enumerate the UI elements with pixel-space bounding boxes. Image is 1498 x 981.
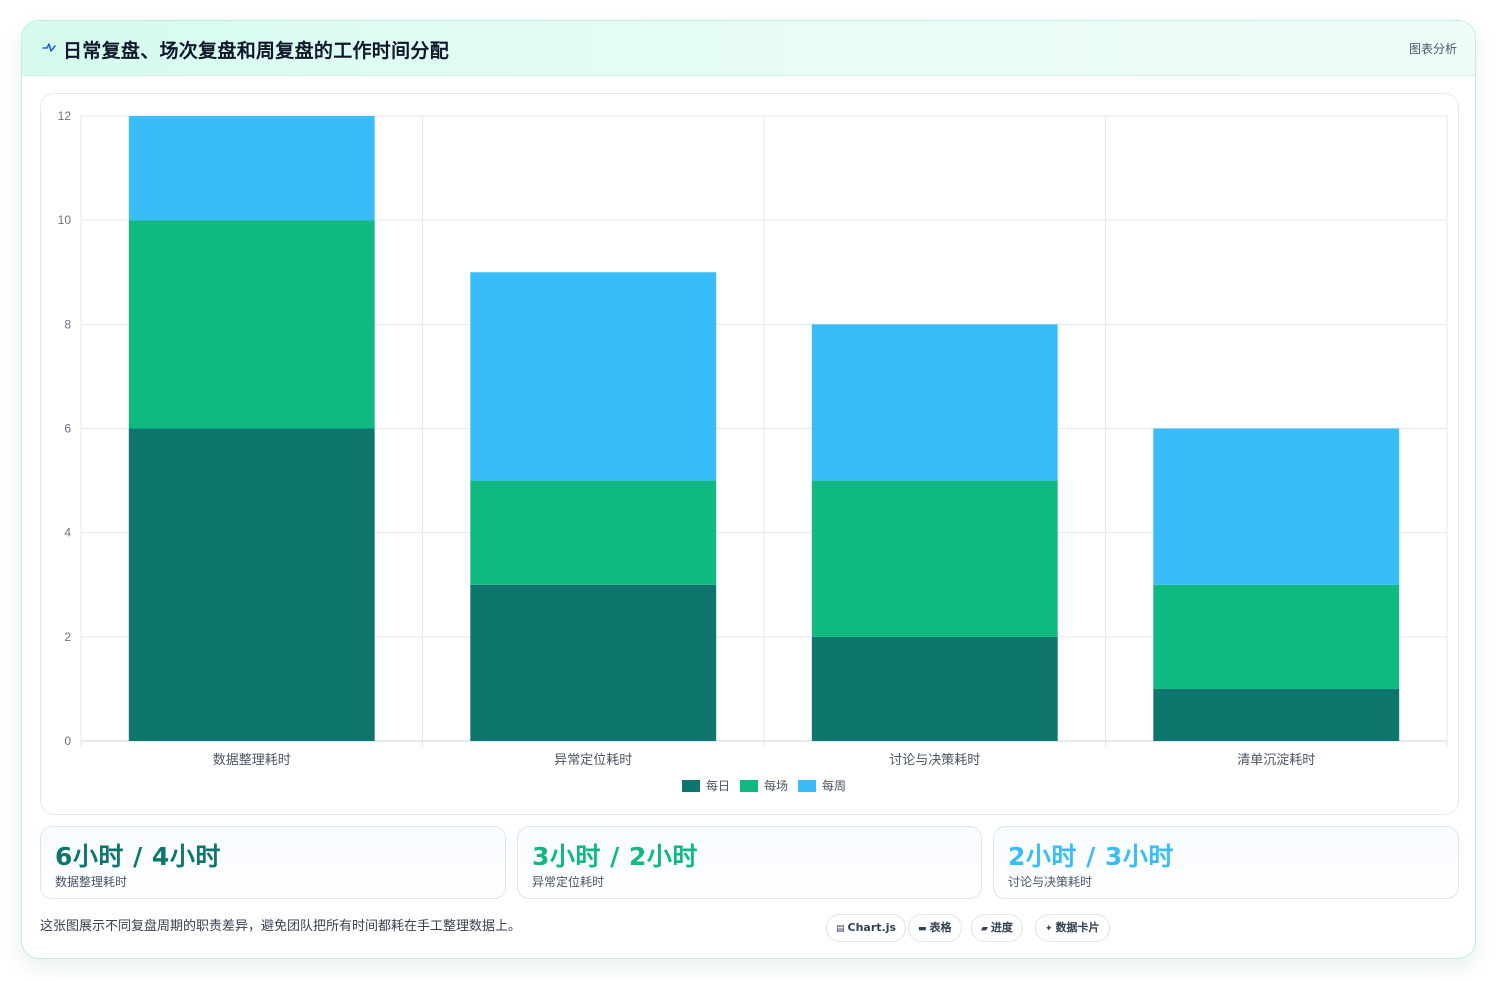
card-header: 日常复盘、场次复盘和周复盘的工作时间分配 图表分析 — [22, 21, 1475, 76]
legend-label: 每周 — [822, 778, 846, 793]
stat-label: 讨论与决策耗时 — [1008, 875, 1093, 889]
stat-value: 2小时 / 3小时 — [1008, 842, 1174, 871]
stat-value: 6小时 / 4小时 — [55, 842, 221, 871]
chart-tag: 图表分析 — [1408, 42, 1457, 56]
legend-label: 每日 — [706, 778, 730, 793]
sparkle-icon: ✦ — [1045, 924, 1053, 934]
bar-segment — [470, 480, 717, 585]
pill-label: 数据卡片 — [1055, 921, 1100, 934]
stat-label: 异常定位耗时 — [532, 875, 605, 889]
x-tick-label: 讨论与决策耗时 — [889, 752, 980, 768]
chart-card: 日常复盘、场次复盘和周复盘的工作时间分配 图表分析 0 2 4 6 8 10 12 数据整理耗… — [21, 20, 1476, 959]
stat-value: 3小时 / 2小时 — [532, 842, 698, 871]
footer-note: 这张图展示不同复盘周期的职责差异，避免团队把所有时间都耗在手工整理数据上。 — [40, 919, 522, 934]
y-tick-label: 2 — [64, 630, 71, 644]
pill-table[interactable]: ▬ 表格 — [908, 914, 962, 942]
bar-segment — [128, 428, 375, 741]
chart-title: 日常复盘、场次复盘和周复盘的工作时间分配 — [63, 40, 450, 62]
stat-card-discussion: 2小时 / 3小时 讨论与决策耗时 — [993, 826, 1459, 899]
chart-icon: ▤ — [836, 924, 845, 934]
pill-label: Chart.js — [847, 921, 897, 934]
y-tick-label: 6 — [64, 422, 71, 436]
pill-data-card[interactable]: ✦ 数据卡片 — [1035, 914, 1110, 942]
pill-label: 进度 — [990, 921, 1013, 934]
y-tick-label: 4 — [64, 526, 71, 540]
legend-label: 每场 — [764, 778, 788, 793]
progress-icon: ▰ — [981, 924, 988, 934]
bar-segment — [470, 272, 717, 481]
chart-area: 0 2 4 6 8 10 12 数据整理耗时 异常定位耗时 讨论与决策耗时 清单沉淀耗时每日 每场 每周 — [40, 93, 1459, 815]
legend-swatch — [740, 780, 758, 792]
y-tick-label: 0 — [64, 734, 71, 748]
bar-segment — [1153, 428, 1400, 585]
legend-swatch — [798, 780, 816, 792]
x-tick-label: 数据整理耗时 — [213, 753, 291, 768]
y-tick-label: 8 — [64, 317, 71, 331]
x-tick-label: 异常定位耗时 — [554, 753, 632, 768]
y-tick-label: 10 — [58, 213, 72, 227]
pill-chartjs[interactable]: ▤ Chart.js — [826, 914, 907, 942]
stat-card-anomaly: 3小时 / 2小时 异常定位耗时 — [517, 826, 982, 899]
pill-label: 表格 — [929, 921, 952, 934]
bar-segment — [1153, 584, 1400, 689]
pill-progress[interactable]: ▰ 进度 — [971, 914, 1023, 942]
bar-segment — [811, 480, 1058, 637]
bar-segment — [811, 324, 1058, 481]
pulse-icon — [42, 43, 56, 52]
bar-segment — [1153, 688, 1400, 741]
bar-segment — [128, 220, 375, 429]
stat-card-data-prep: 6小时 / 4小时 数据整理耗时 — [40, 826, 506, 899]
x-tick-label: 清单沉淀耗时 — [1237, 753, 1315, 768]
bar-segment — [470, 584, 717, 741]
table-icon: ▬ — [918, 924, 927, 934]
legend-swatch — [682, 780, 700, 792]
bar-segment — [811, 636, 1058, 741]
stat-label: 数据整理耗时 — [55, 875, 128, 889]
bar-segment — [128, 116, 375, 221]
y-tick-label: 12 — [58, 109, 72, 123]
